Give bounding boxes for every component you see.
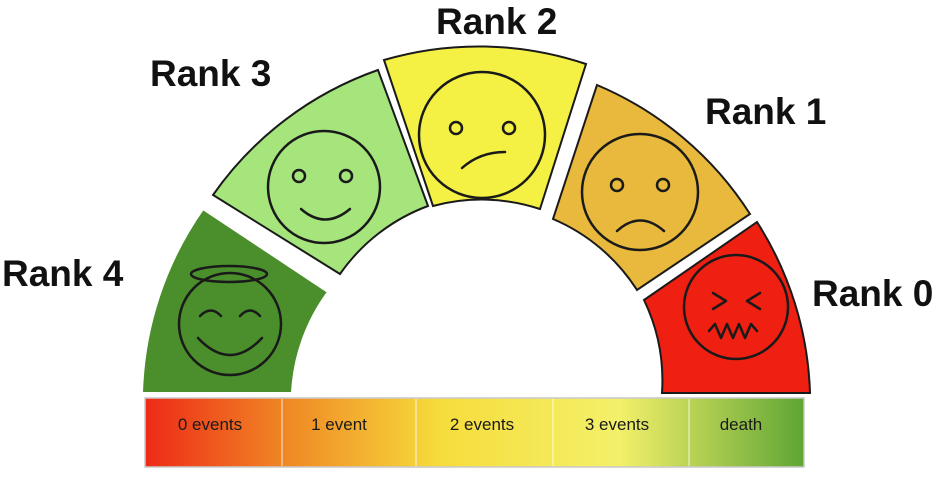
distressed-face-icon bbox=[682, 253, 790, 361]
rank-1-label: Rank 1 bbox=[705, 91, 827, 132]
scale-bar-background bbox=[144, 397, 805, 468]
rank-4-label: Rank 4 bbox=[2, 253, 124, 294]
rank-3-segment bbox=[211, 68, 430, 276]
scale-label-2-events: 2 events bbox=[450, 415, 514, 434]
scale-label-1-event: 1 event bbox=[311, 415, 367, 434]
slight-frown-face-icon bbox=[417, 70, 547, 200]
frown-face-icon bbox=[580, 132, 700, 252]
angel-smile-face-icon bbox=[177, 264, 283, 377]
scale-label-3-events: 3 events bbox=[585, 415, 649, 434]
event-scale-bar: 0 events 1 event 2 events 3 events death bbox=[144, 397, 805, 468]
scale-label-death: death bbox=[720, 415, 763, 434]
smile-face-icon bbox=[266, 129, 382, 245]
rank-1-segment bbox=[551, 83, 752, 292]
rank-2-label: Rank 2 bbox=[436, 1, 558, 42]
scale-label-0-events: 0 events bbox=[178, 415, 242, 434]
rank-4-segment bbox=[140, 207, 330, 394]
rank-3-label: Rank 3 bbox=[150, 53, 272, 94]
rank-0-label: Rank 0 bbox=[812, 273, 934, 314]
rank-0-segment bbox=[642, 220, 812, 394]
